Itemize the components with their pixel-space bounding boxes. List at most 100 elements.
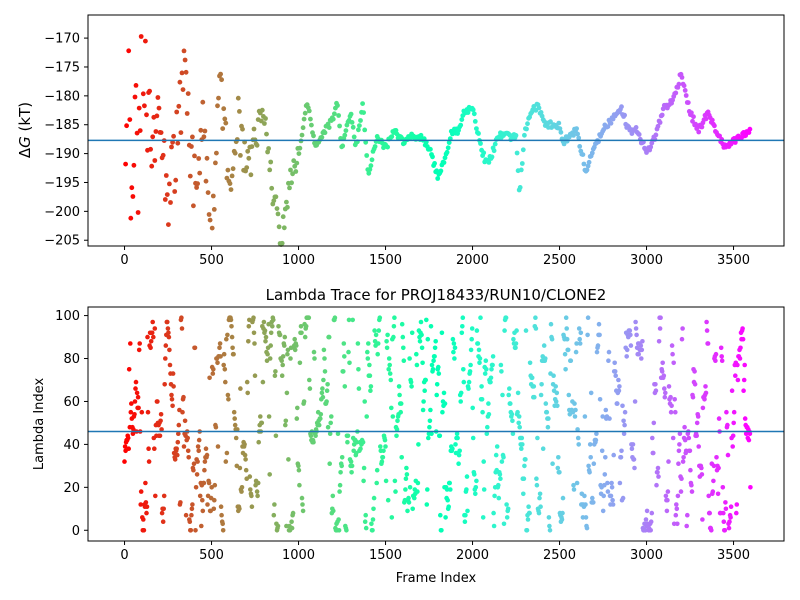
bottom-data-point xyxy=(473,491,478,497)
bottom-data-point xyxy=(255,493,260,499)
top-data-point xyxy=(194,185,200,190)
top-y-tick-label: −205 xyxy=(44,234,80,249)
top-data-point xyxy=(300,125,306,131)
bottom-data-point xyxy=(456,461,461,467)
bottom-data-point xyxy=(422,388,428,394)
bottom-data-point xyxy=(441,390,447,396)
bottom-data-point xyxy=(573,349,579,355)
top-x-tick-label: 1500 xyxy=(369,253,402,268)
bottom-data-point xyxy=(341,341,347,346)
bottom-data-point xyxy=(748,485,753,490)
bottom-y-tick-label: 20 xyxy=(63,481,80,496)
bottom-data-point xyxy=(324,388,330,394)
bottom-data-point xyxy=(546,416,551,421)
bottom-data-point xyxy=(379,459,385,464)
top-data-point xyxy=(172,189,178,194)
top-data-point xyxy=(235,95,241,101)
bottom-data-point xyxy=(394,427,400,432)
bottom-data-point xyxy=(622,409,628,415)
top-data-point xyxy=(476,131,481,136)
bottom-data-point xyxy=(356,367,361,372)
top-data-point xyxy=(712,123,717,129)
bottom-data-point xyxy=(414,351,419,357)
bottom-data-point xyxy=(128,341,133,346)
bottom-data-point xyxy=(716,416,722,421)
top-data-point xyxy=(148,146,154,152)
bottom-data-point xyxy=(560,510,565,516)
top-data-point xyxy=(240,126,245,132)
bottom-data-point xyxy=(152,326,158,331)
bottom-data-point xyxy=(713,351,719,357)
bottom-data-point xyxy=(255,480,261,486)
bottom-data-point xyxy=(162,382,167,387)
top-data-point xyxy=(163,173,169,178)
bottom-data-point xyxy=(424,317,429,323)
top-data-point xyxy=(190,134,195,140)
bottom-data-point xyxy=(721,510,726,516)
bottom-data-point xyxy=(225,332,230,338)
bottom-data-point xyxy=(510,431,516,437)
bottom-data-point xyxy=(176,422,182,428)
bottom-data-point xyxy=(130,431,136,437)
top-data-point xyxy=(123,161,128,167)
bottom-data-point xyxy=(242,442,247,447)
bottom-data-point xyxy=(152,446,157,452)
top-data-point xyxy=(246,155,252,161)
bottom-data-point xyxy=(213,424,219,430)
bottom-data-point xyxy=(546,515,552,520)
bottom-data-point xyxy=(608,493,614,499)
bottom-data-point xyxy=(577,336,582,342)
top-data-point xyxy=(214,150,219,156)
bottom-data-point xyxy=(306,315,312,321)
bottom-data-point xyxy=(503,315,509,321)
bottom-data-point xyxy=(694,433,699,439)
bottom-data-point xyxy=(263,339,268,344)
top-data-point xyxy=(561,141,567,147)
bottom-data-point xyxy=(243,467,249,473)
top-data-point xyxy=(571,133,576,138)
bottom-data-point xyxy=(555,403,560,409)
bottom-data-point xyxy=(186,455,191,460)
top-data-point xyxy=(248,172,254,178)
top-data-point xyxy=(171,133,177,139)
bottom-data-point xyxy=(734,510,739,516)
bottom-data-point xyxy=(350,317,356,323)
bottom-data-point xyxy=(267,356,273,361)
bottom-data-point xyxy=(141,528,147,533)
top-data-point xyxy=(293,169,299,174)
bottom-data-point xyxy=(132,399,138,404)
bottom-data-point xyxy=(610,502,616,507)
bottom-data-point xyxy=(519,435,525,441)
bottom-data-point xyxy=(185,448,191,454)
bottom-data-point xyxy=(559,517,565,522)
bottom-data-point xyxy=(501,521,507,527)
top-data-point xyxy=(351,134,357,140)
top-data-point xyxy=(696,129,702,135)
bottom-data-point xyxy=(297,360,303,366)
bottom-data-point xyxy=(588,455,593,460)
bottom-data-point xyxy=(576,326,582,331)
bottom-data-point xyxy=(539,382,544,387)
bottom-data-point xyxy=(674,502,679,507)
bottom-data-point xyxy=(385,332,390,338)
bottom-data-point xyxy=(401,345,406,351)
bottom-data-point xyxy=(318,412,324,417)
bottom-data-point xyxy=(571,482,576,488)
top-data-point xyxy=(143,38,148,44)
bottom-data-point xyxy=(218,504,224,510)
bottom-data-point xyxy=(673,512,679,518)
bottom-data-point xyxy=(533,315,538,321)
bottom-x-tick-label: 0 xyxy=(120,548,128,563)
bottom-data-point xyxy=(273,369,278,374)
bottom-data-point xyxy=(515,390,521,396)
bottom-y-axis-label: Lambda Index xyxy=(32,378,47,471)
bottom-data-point xyxy=(136,405,141,411)
bottom-data-point xyxy=(181,394,186,400)
bottom-data-point xyxy=(169,392,174,398)
top-data-point xyxy=(491,148,497,154)
top-y-tick-label: −170 xyxy=(44,32,80,47)
bottom-x-tick-label: 1500 xyxy=(369,548,402,563)
bottom-data-point xyxy=(666,384,672,389)
bottom-data-point xyxy=(145,409,151,415)
bottom-data-point xyxy=(432,354,437,359)
